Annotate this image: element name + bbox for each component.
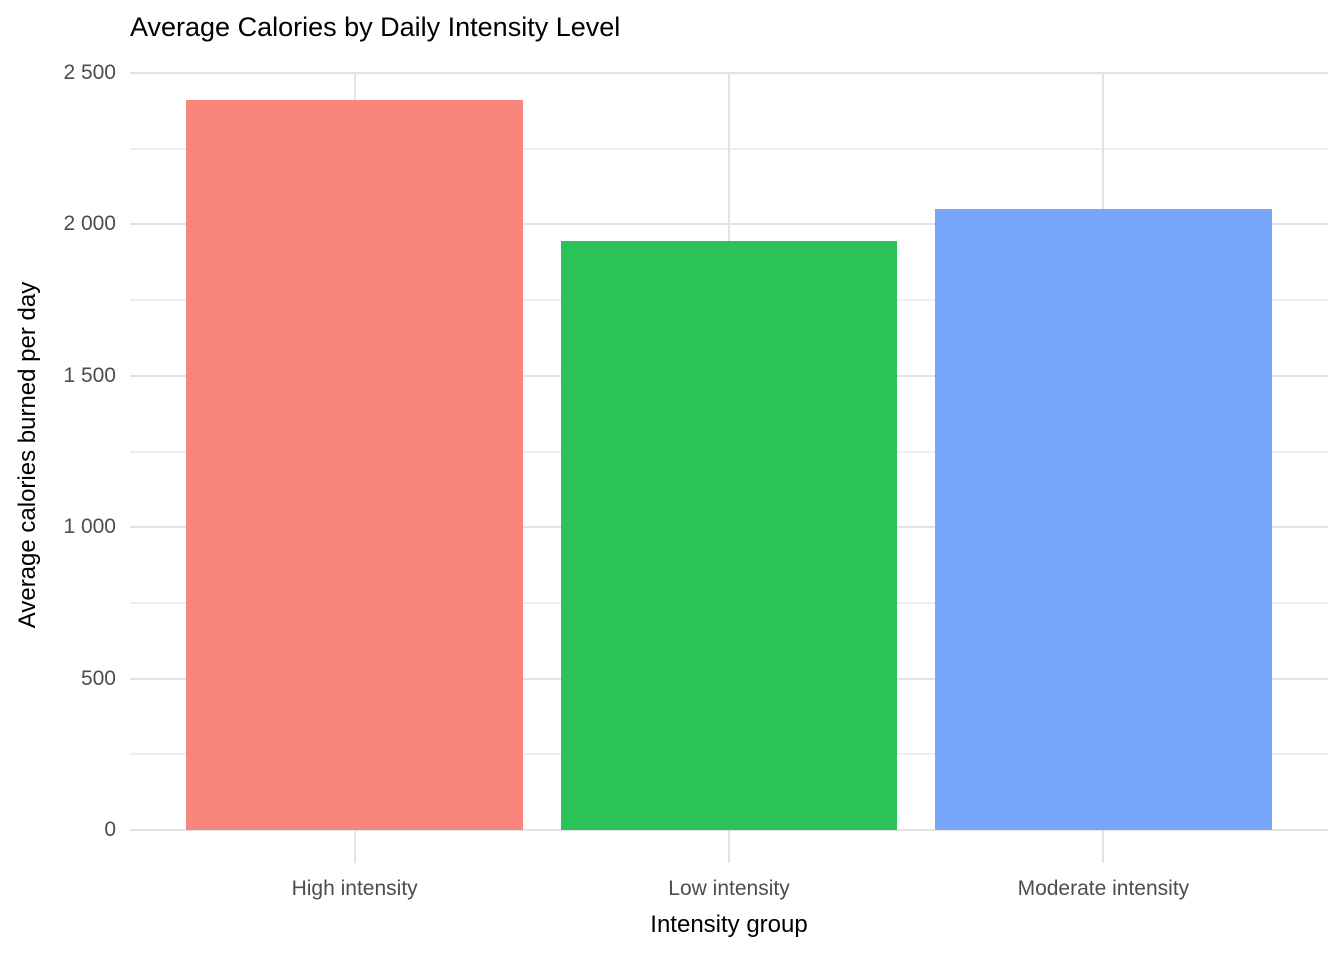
y-tick-label: 2 500 xyxy=(63,61,116,84)
x-tick-label: High intensity xyxy=(291,877,418,900)
x-tick-label: Low intensity xyxy=(668,877,790,900)
bar-moderate-intensity xyxy=(934,209,1272,830)
plot-panel xyxy=(130,64,1328,831)
y-tick-label: 500 xyxy=(80,666,116,690)
y-tick-label: 1 500 xyxy=(63,363,116,387)
y-tick-label: 0 xyxy=(104,818,116,841)
x-tick-mark xyxy=(1102,830,1105,863)
y-tick-label: 2 000 xyxy=(63,212,116,236)
bar-low-intensity xyxy=(560,241,898,830)
x-axis-title: Intensity group xyxy=(650,911,808,938)
bar-high-intensity xyxy=(186,100,524,830)
x-tick-label: Moderate intensity xyxy=(1017,877,1190,900)
y-tick-label: 1 000 xyxy=(63,515,116,539)
chart-title: Average Calories by Daily Intensity Leve… xyxy=(130,12,621,42)
x-tick-mark xyxy=(728,830,730,863)
y-axis-title: Average calories burned per day xyxy=(14,281,41,629)
x-tick-mark xyxy=(353,830,356,863)
